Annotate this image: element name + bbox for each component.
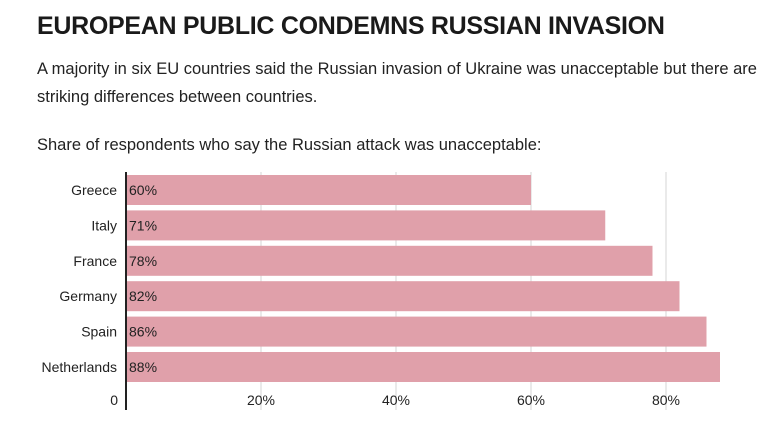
bar-france — [126, 245, 653, 276]
chart-title: EUROPEAN PUBLIC CONDEMNS RUSSIAN INVASIO… — [37, 12, 665, 40]
chart-question-label: Share of respondents who say the Russian… — [37, 136, 542, 154]
category-label-netherlands: Netherlands — [42, 359, 118, 375]
bars — [126, 175, 720, 382]
category-label-greece: Greece — [71, 182, 117, 198]
bar-greece — [126, 175, 531, 205]
bar-italy — [126, 210, 606, 241]
value-label-netherlands: 88% — [129, 359, 157, 375]
x-tick-label-20: 20% — [247, 392, 275, 408]
value-label-france: 78% — [129, 253, 157, 269]
bar-spain — [126, 316, 707, 347]
value-label-germany: 82% — [129, 288, 157, 304]
x-tick-label-0: 0 — [110, 392, 118, 408]
value-label-greece: 60% — [129, 182, 157, 198]
category-label-germany: Germany — [59, 288, 117, 304]
category-label-spain: Spain — [81, 324, 117, 340]
category-label-italy: Italy — [91, 217, 117, 233]
chart-subtitle: A majority in six EU countries said the … — [37, 60, 757, 106]
bar-germany — [126, 281, 680, 312]
labels: 0 20% 40% 60% 80% 60% Greece 71% Italy 78% France 8… — [42, 172, 680, 410]
x-tick-label-40: 40% — [382, 392, 410, 408]
value-label-italy: 71% — [129, 217, 157, 233]
bar-netherlands — [126, 352, 720, 382]
category-label-france: France — [73, 253, 117, 269]
value-label-spain: 86% — [129, 324, 157, 340]
x-tick-label-60: 60% — [517, 392, 545, 408]
x-tick-label-80: 80% — [652, 392, 680, 408]
